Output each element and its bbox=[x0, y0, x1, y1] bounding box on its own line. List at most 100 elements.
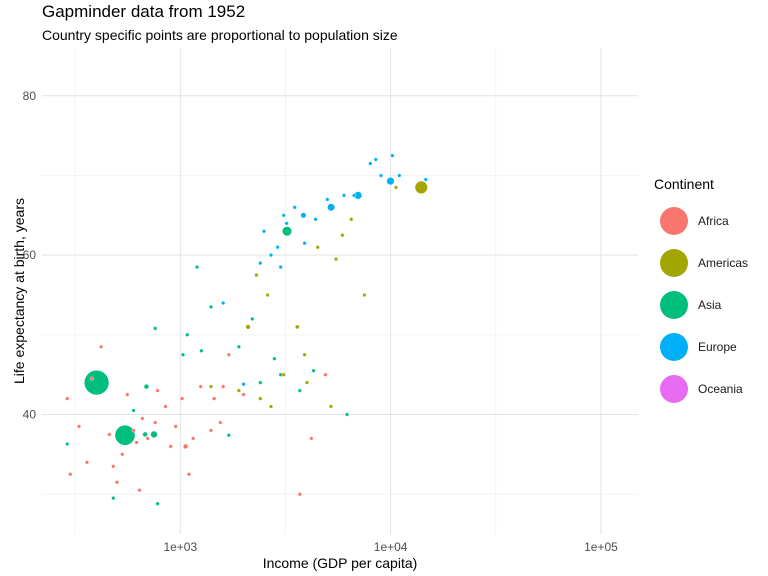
data-point-africa bbox=[297, 492, 302, 497]
legend-swatch bbox=[660, 291, 688, 319]
data-point-europe bbox=[284, 221, 289, 226]
data-point-europe bbox=[269, 253, 273, 258]
data-point-europe bbox=[390, 153, 395, 158]
data-point-europe bbox=[352, 193, 357, 198]
legend-swatch bbox=[660, 375, 688, 403]
data-point-africa bbox=[68, 472, 73, 477]
data-point-africa bbox=[65, 396, 70, 401]
data-point-asia bbox=[150, 430, 158, 438]
data-point-africa bbox=[218, 420, 223, 425]
legend-item-oceania: Oceania bbox=[654, 368, 768, 410]
data-point-europe bbox=[292, 205, 297, 210]
data-point-americas bbox=[328, 404, 333, 409]
data-point-asia bbox=[153, 326, 158, 331]
data-point-europe bbox=[262, 229, 266, 234]
data-point-americas bbox=[281, 372, 286, 377]
data-point-africa bbox=[134, 440, 139, 445]
data-point-africa bbox=[131, 428, 136, 433]
legend-label: Europe bbox=[698, 340, 737, 354]
data-point-americas bbox=[340, 233, 345, 238]
data-point-africa bbox=[115, 480, 119, 485]
legend-title: Continent bbox=[654, 176, 714, 192]
data-point-asia bbox=[345, 412, 349, 417]
data-point-asia bbox=[142, 431, 148, 437]
x-tick-label: 1e+04 bbox=[374, 540, 408, 554]
data-point-asia bbox=[297, 388, 302, 393]
data-point-africa bbox=[153, 420, 158, 425]
data-point-africa bbox=[309, 436, 314, 441]
y-tick-label: 80 bbox=[23, 89, 37, 103]
data-point-asia bbox=[226, 433, 231, 438]
data-point-americas bbox=[236, 388, 241, 393]
data-point-asia bbox=[131, 408, 136, 413]
data-point-asia bbox=[143, 384, 149, 390]
x-axis-title: Income (GDP per capita) bbox=[263, 555, 418, 571]
data-point-americas bbox=[209, 384, 213, 389]
grid-lines bbox=[42, 48, 638, 534]
legend-item-asia: Asia bbox=[654, 284, 768, 326]
data-point-americas bbox=[414, 180, 429, 195]
data-point-africa bbox=[140, 416, 145, 421]
data-point-europe bbox=[275, 245, 280, 250]
data-point-africa bbox=[198, 384, 203, 389]
data-point-europe bbox=[379, 173, 383, 178]
data-point-asia bbox=[236, 344, 241, 349]
data-point-europe bbox=[278, 265, 283, 270]
data-point-europe bbox=[397, 173, 402, 178]
data-point-asia bbox=[65, 442, 70, 446]
data-point-africa bbox=[173, 424, 178, 429]
data-point-europe bbox=[423, 177, 428, 182]
data-point-americas bbox=[349, 217, 354, 222]
data-point-europe bbox=[302, 241, 307, 246]
data-point-africa bbox=[191, 436, 196, 441]
data-point-asia bbox=[258, 380, 263, 385]
data-point-africa bbox=[85, 460, 89, 465]
data-point-americas bbox=[334, 257, 338, 262]
data-point-africa bbox=[209, 428, 213, 433]
legend-label: Asia bbox=[698, 298, 722, 312]
data-point-europe bbox=[342, 193, 346, 198]
data-point-asia bbox=[155, 501, 160, 506]
data-point-americas bbox=[304, 380, 309, 385]
data-point-europe bbox=[325, 197, 330, 202]
legend-item-africa: Africa bbox=[654, 200, 768, 242]
legend-item-europe: Europe bbox=[654, 326, 768, 368]
data-point-europe bbox=[373, 157, 378, 162]
data-point-africa bbox=[187, 472, 191, 477]
x-tick-label: 1e+03 bbox=[163, 540, 197, 554]
data-point-asia bbox=[311, 368, 316, 373]
data-point-africa bbox=[99, 344, 104, 349]
data-point-europe bbox=[221, 301, 226, 305]
data-point-americas bbox=[394, 185, 398, 190]
data-point-africa bbox=[145, 436, 150, 441]
data-point-africa bbox=[111, 464, 116, 469]
data-point-europe bbox=[258, 261, 263, 266]
data-point-europe bbox=[386, 177, 395, 186]
y-tick-label: 60 bbox=[23, 248, 37, 262]
data-point-americas bbox=[315, 245, 320, 250]
legend-label: Americas bbox=[698, 256, 749, 270]
legend-swatch bbox=[660, 249, 688, 277]
data-point-americas bbox=[269, 404, 273, 409]
data-point-africa bbox=[226, 352, 231, 357]
legend: Continent Africa Americas Asia Europe Oceani… bbox=[654, 176, 768, 410]
data-point-africa bbox=[183, 443, 189, 449]
data-point-asia bbox=[209, 304, 213, 309]
data-point-africa bbox=[137, 488, 142, 493]
legend-swatch bbox=[660, 207, 688, 235]
data-point-africa bbox=[212, 396, 217, 401]
data-point-europe bbox=[281, 213, 286, 218]
data-point-asia bbox=[195, 265, 199, 270]
data-point-europe bbox=[327, 203, 335, 212]
data-point-asia bbox=[281, 225, 293, 237]
chart-title: Gapminder data from 1952 bbox=[42, 2, 246, 21]
data-point-europe bbox=[313, 217, 318, 222]
data-point-americas bbox=[295, 324, 300, 330]
legend-items: Africa Americas Asia Europe Oceania bbox=[654, 200, 768, 410]
data-point-africa bbox=[77, 424, 81, 429]
legend-label: Africa bbox=[698, 214, 729, 228]
data-point-americas bbox=[265, 293, 270, 297]
data-point-americas bbox=[362, 293, 367, 297]
data-point-asia bbox=[185, 332, 190, 337]
data-point-asia bbox=[83, 369, 110, 396]
